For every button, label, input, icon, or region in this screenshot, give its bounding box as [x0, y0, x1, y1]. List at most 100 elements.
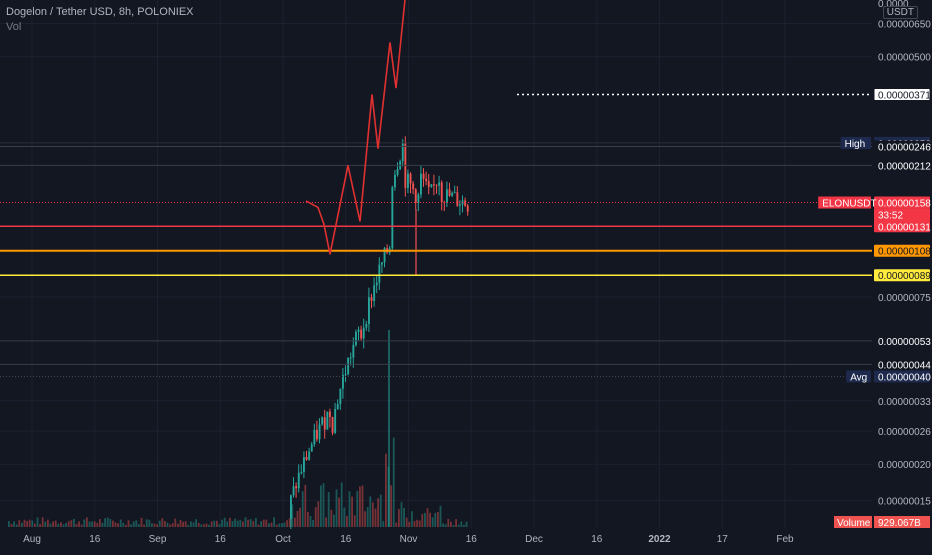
- candle-body: [375, 282, 378, 286]
- projection-path: [305, 0, 406, 255]
- candle-body: [323, 417, 326, 430]
- volume-bar: [359, 486, 361, 527]
- volume-bar: [31, 520, 34, 527]
- candle-body: [430, 184, 433, 187]
- candle-body: [407, 173, 409, 188]
- volume-bar: [49, 523, 52, 527]
- volume-bar: [333, 514, 335, 527]
- volume-bar: [88, 521, 91, 527]
- volume-bar: [177, 523, 179, 527]
- volume-bar: [395, 522, 398, 527]
- volume-bar: [270, 522, 273, 527]
- candle-body: [308, 451, 311, 460]
- volume-bar: [73, 518, 75, 527]
- volume-bar: [447, 518, 450, 527]
- volume-bar: [255, 517, 257, 527]
- price-label-tag-box: [818, 196, 871, 209]
- volume-bar: [236, 520, 239, 527]
- volume-bar: [86, 517, 88, 527]
- volume-bar: [421, 513, 424, 527]
- candle-body: [383, 248, 386, 263]
- volume-bar: [179, 520, 182, 527]
- volume-bar: [114, 522, 117, 527]
- volume-bar: [109, 519, 112, 527]
- candle-body: [435, 184, 438, 186]
- price-tick-label: 0.00000033: [878, 397, 931, 408]
- volume-bar: [28, 519, 31, 527]
- volume-bar: [145, 519, 148, 527]
- volume-indicator-label[interactable]: Vol: [6, 21, 22, 33]
- price-label-tag-box: [840, 136, 871, 149]
- price-tick-label: 0.00000015: [878, 497, 931, 508]
- price-tick-label: 0.0000: [878, 0, 909, 10]
- candle-body: [466, 205, 469, 212]
- volume-bar: [307, 512, 309, 527]
- candle-body: [425, 178, 428, 182]
- volume-bar: [340, 482, 343, 527]
- volume-bar: [122, 522, 125, 527]
- volume-bar: [166, 522, 169, 527]
- volume-bar: [249, 518, 252, 527]
- volume-bar: [327, 492, 330, 527]
- volume-bar: [143, 524, 145, 527]
- volume-bar: [190, 521, 192, 527]
- volume-bar: [283, 522, 286, 527]
- candle-body: [334, 408, 337, 433]
- volume-bar: [260, 521, 262, 527]
- volume-bar: [385, 453, 387, 527]
- volume-bar: [317, 501, 320, 527]
- volume-bar: [34, 523, 36, 527]
- volume-bar: [361, 485, 364, 527]
- volume-bar: [252, 520, 255, 527]
- price-label-text: 0.00000212: [878, 161, 931, 172]
- candle-body: [396, 169, 399, 175]
- volume-bar: [8, 521, 10, 527]
- volume-bar: [229, 517, 231, 527]
- candle-body: [448, 189, 451, 196]
- volume-bar: [353, 515, 356, 527]
- price-tick-label: 0.00000026: [878, 427, 931, 438]
- time-tick-label: Feb: [776, 534, 794, 545]
- volume-bar: [281, 523, 283, 527]
- volume-bar: [140, 517, 143, 527]
- volume-bar: [369, 496, 372, 527]
- candle-body: [292, 486, 295, 496]
- volume-bar: [418, 520, 421, 527]
- volume-bar: [54, 520, 57, 527]
- price-tick-label: 0.00000020: [878, 460, 931, 471]
- currency-badge[interactable]: USDT: [882, 6, 918, 19]
- volume-bar: [442, 523, 444, 527]
- volume-bar: [75, 523, 78, 527]
- volume-bar: [244, 517, 247, 527]
- time-tick-label: 17: [717, 534, 729, 545]
- time-tick-label: 16: [466, 534, 478, 545]
- volume-bar: [291, 504, 294, 527]
- price-label-box: [874, 370, 930, 383]
- time-tick-label: 16: [340, 534, 352, 545]
- candle-body: [305, 457, 308, 460]
- candle-body: [318, 424, 321, 440]
- candle-body: [401, 142, 404, 162]
- volume-bar: [151, 523, 153, 527]
- candle-body: [313, 429, 316, 445]
- volume-tag-box: [834, 516, 872, 528]
- volume-bar: [41, 517, 44, 527]
- volume-bar: [99, 519, 101, 527]
- candle-body: [295, 486, 298, 489]
- volume-bar: [44, 521, 47, 527]
- volume-bar: [424, 512, 426, 527]
- volume-bar: [434, 512, 437, 527]
- volume-bar: [294, 517, 296, 527]
- volume-bar: [372, 502, 374, 527]
- volume-bar: [67, 521, 70, 527]
- volume-bar: [356, 490, 359, 527]
- volume-bar: [304, 484, 307, 527]
- candle-body: [368, 297, 370, 324]
- volume-bar: [156, 524, 158, 527]
- volume-bar: [262, 519, 265, 527]
- volume-bar: [338, 497, 340, 527]
- volume-bar: [322, 483, 325, 527]
- volume-bar: [203, 524, 205, 527]
